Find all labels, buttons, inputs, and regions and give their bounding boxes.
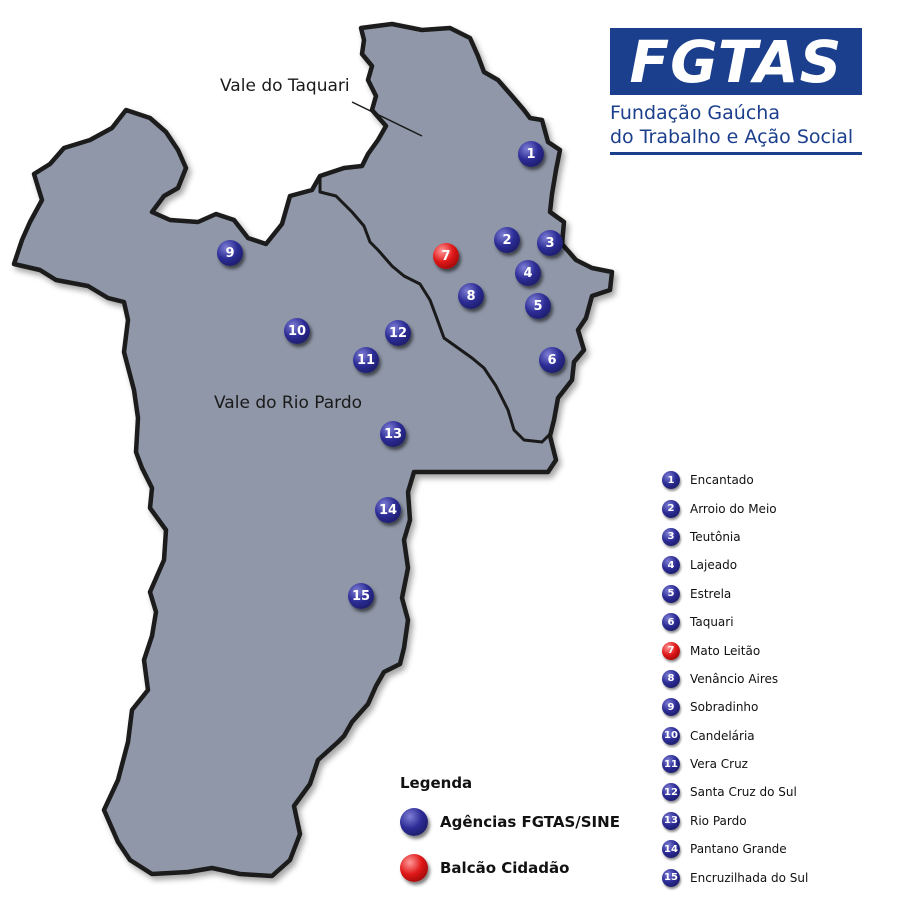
- map-marker-15[interactable]: 15: [348, 583, 374, 609]
- city-number-badge-icon: 2: [662, 499, 680, 518]
- city-list-item: 15 Encruzilhada do Sul: [662, 863, 808, 891]
- map-marker-4[interactable]: 4: [515, 260, 541, 286]
- map-marker-7[interactable]: 7: [433, 243, 459, 269]
- city-list-item: 12 Santa Cruz do Sul: [662, 778, 808, 806]
- map-marker-14[interactable]: 14: [375, 497, 401, 523]
- logo-wordmark-box: FGTAS: [610, 28, 862, 95]
- city-list-item: 4 Lajeado: [662, 551, 808, 579]
- city-number-badge-icon: 12: [662, 783, 680, 802]
- city-list-item: 10 Candelária: [662, 722, 808, 750]
- map-marker-13[interactable]: 13: [380, 421, 406, 447]
- legend: Legenda Agências FGTAS/SINE Balcão Cidad…: [400, 774, 620, 882]
- city-name: Estrela: [690, 586, 732, 601]
- city-number-badge-icon: 8: [662, 669, 680, 688]
- city-name: Santa Cruz do Sul: [690, 785, 797, 800]
- city-number-badge-icon: 15: [662, 868, 680, 887]
- map-marker-8[interactable]: 8: [458, 283, 484, 309]
- city-name: Arroio do Meio: [690, 501, 777, 516]
- region-outline: [11, 21, 615, 879]
- city-list-item: 13 Rio Pardo: [662, 807, 808, 835]
- city-name: Vera Cruz: [690, 757, 748, 772]
- city-number-badge-icon: 11: [662, 755, 680, 774]
- logo-underline: [610, 152, 862, 155]
- region-label-taquari: Vale do Taquari: [220, 76, 350, 96]
- legend-row-agency: Agências FGTAS/SINE: [400, 808, 620, 836]
- region-label-rio-pardo: Vale do Rio Pardo: [214, 393, 363, 413]
- city-number-badge-icon: 9: [662, 698, 680, 717]
- city-list-item: 7 Mato Leitão: [662, 636, 808, 664]
- city-list-item: 6 Taquari: [662, 608, 808, 636]
- city-list-item: 9 Sobradinho: [662, 693, 808, 721]
- legend-balcao-label: Balcão Cidadão: [440, 859, 570, 877]
- legend-agency-dot-icon: [400, 808, 428, 836]
- city-list-item: 8 Venâncio Aires: [662, 665, 808, 693]
- city-name: Taquari: [690, 615, 734, 630]
- city-name: Mato Leitão: [690, 643, 761, 658]
- map-marker-6[interactable]: 6: [539, 347, 565, 373]
- city-list-item: 1 Encantado: [662, 466, 808, 494]
- city-list-item: 14 Pantano Grande: [662, 835, 808, 863]
- city-name: Venâncio Aires: [690, 671, 779, 686]
- city-name: Encruzilhada do Sul: [690, 870, 809, 885]
- taquari-pointer-line: [351, 101, 423, 137]
- logo-wordmark: FGTAS: [629, 27, 843, 96]
- map-marker-11[interactable]: 11: [353, 347, 379, 373]
- map-marker-10[interactable]: 10: [284, 318, 310, 344]
- map-marker-1[interactable]: 1: [518, 141, 544, 167]
- city-number-badge-icon: 7: [662, 641, 680, 660]
- legend-row-balcao: Balcão Cidadão: [400, 854, 620, 882]
- legend-balcao-dot-icon: [400, 854, 428, 882]
- city-list-item: 2 Arroio do Meio: [662, 494, 808, 522]
- logo-subtitle-line1: Fundação Gaúcha: [610, 102, 780, 124]
- city-name: Teutônia: [690, 529, 741, 544]
- map-marker-2[interactable]: 2: [494, 227, 520, 253]
- city-list-item: 11 Vera Cruz: [662, 750, 808, 778]
- city-number-badge-icon: 6: [662, 613, 680, 632]
- city-name: Lajeado: [690, 558, 738, 573]
- city-name: Rio Pardo: [690, 813, 747, 828]
- logo-subtitle-line2: do Trabalho e Ação Social: [610, 126, 854, 148]
- city-number-badge-icon: 14: [662, 840, 680, 859]
- legend-agency-label: Agências FGTAS/SINE: [440, 813, 620, 831]
- city-number-badge-icon: 10: [662, 726, 680, 745]
- city-name: Encantado: [690, 473, 754, 488]
- city-name: Pantano Grande: [690, 842, 787, 857]
- valley-boundary: [318, 176, 552, 444]
- city-number-badge-icon: 1: [662, 471, 680, 490]
- map-marker-5[interactable]: 5: [525, 293, 551, 319]
- city-list: 1 Encantado 2 Arroio do Meio 3 Teutônia 4 Lajea…: [662, 466, 808, 892]
- city-number-badge-icon: 4: [662, 556, 680, 575]
- fgtas-logo: FGTAS Fundação Gaúcha do Trabalho e Ação…: [610, 28, 862, 155]
- city-name: Candelária: [690, 728, 755, 743]
- city-number-badge-icon: 3: [662, 527, 680, 546]
- map-marker-9[interactable]: 9: [217, 240, 243, 266]
- city-name: Sobradinho: [690, 700, 759, 715]
- map-marker-3[interactable]: 3: [537, 230, 563, 256]
- map-marker-12[interactable]: 12: [385, 320, 411, 346]
- city-list-item: 3 Teutônia: [662, 523, 808, 551]
- city-number-badge-icon: 13: [662, 811, 680, 830]
- city-number-badge-icon: 5: [662, 584, 680, 603]
- city-list-item: 5 Estrela: [662, 580, 808, 608]
- legend-title: Legenda: [400, 774, 473, 792]
